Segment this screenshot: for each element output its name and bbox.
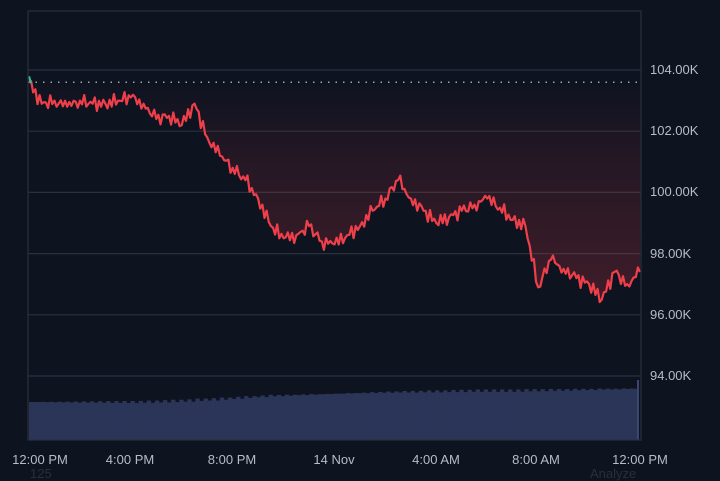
footer-count-label: 125 — [30, 466, 52, 481]
price-line[interactable] — [28, 80, 641, 304]
x-tick-label: 8:00 AM — [512, 452, 560, 467]
start-marker — [27, 75, 33, 84]
x-tick-label: 12:00 PM — [12, 452, 68, 467]
y-tick-label: 100.00K — [650, 184, 699, 200]
y-tick-label: 98.00K — [650, 245, 692, 261]
x-tick-label: 14 Nov — [313, 452, 355, 467]
y-tick-label: 104.00K — [650, 62, 699, 77]
plot-frame — [27, 10, 642, 441]
y-tick-label: 94.00K — [650, 368, 692, 383]
price-area-fill — [28, 81, 641, 303]
x-tick-label: 4:00 AM — [412, 452, 460, 467]
y-tick-label: 102.00K — [650, 123, 699, 139]
x-tick-label: 12:00 PM — [612, 452, 668, 467]
analyze-link[interactable]: Analyze — [590, 466, 637, 481]
x-tick-label: 4:00 PM — [105, 452, 155, 467]
volume-bars — [29, 380, 639, 440]
x-tick-label: 8:00 PM — [207, 452, 257, 467]
y-tick-label: 96.00K — [650, 306, 692, 322]
